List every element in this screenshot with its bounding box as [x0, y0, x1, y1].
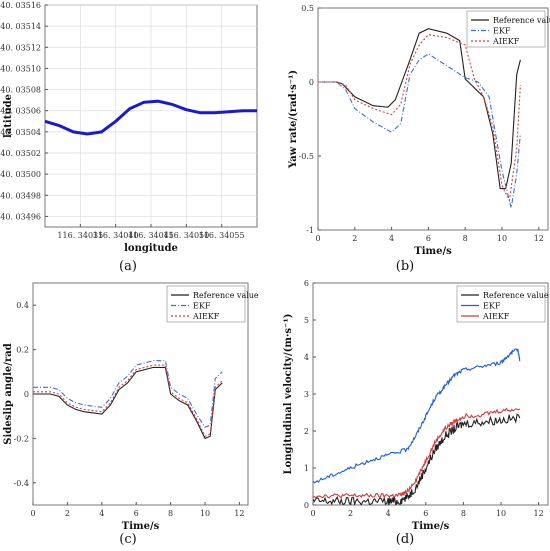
y-tick-label: 0.2 [16, 346, 29, 355]
y-tick-label: 40. 03510 [0, 64, 41, 73]
y-axis-label: Sideslip angle/rad [3, 343, 14, 444]
y-tick-label: -0.5 [299, 152, 314, 161]
series-line-ekf [33, 360, 223, 428]
x-tick-label: 4 [386, 509, 391, 518]
x-tick-label: 116. 34045 [128, 231, 174, 240]
series-line-trajectory [45, 99, 257, 136]
y-tick-label: 0 [304, 501, 309, 510]
series-line-reference-value [318, 28, 521, 190]
y-tick-label: 0 [24, 390, 29, 399]
y-tick-label: -0.2 [14, 434, 29, 443]
legend-label: EKF [493, 27, 511, 36]
series-line-aiekf [33, 364, 223, 437]
x-axis-label: Time/s [414, 246, 452, 257]
y-tick-label: 40. 03514 [0, 22, 41, 31]
y-tick-label: 40. 03496 [0, 212, 41, 221]
y-tick-label: -0.4 [14, 479, 29, 488]
chart-b: 0 2 4 6 8 10 12 -1 -0.5 0 0.5 Time/s Yaw rate/(rad·s… [288, 4, 550, 274]
x-tick-label: 10 [497, 234, 507, 243]
y-tick-label: 3 [304, 390, 309, 399]
y-tick-label: 40. 03512 [0, 43, 41, 52]
x-tick-label: 8 [168, 509, 173, 518]
x-axis-label: longitude [124, 243, 178, 254]
x-tick-label: 12 [234, 509, 244, 518]
x-tick-label: 4 [389, 234, 394, 243]
legend-label: AIEKF [492, 37, 520, 46]
y-tick-label: 1 [304, 464, 309, 473]
x-tick-label: 6 [134, 509, 139, 518]
panel-label: (a) [119, 259, 137, 274]
x-tick-label: 0 [310, 509, 315, 518]
x-tick-label: 0 [315, 234, 320, 243]
x-tick-label: 0 [30, 509, 35, 518]
x-tick-label: 2 [348, 509, 353, 518]
y-tick-label: 2 [304, 427, 309, 436]
x-tick-label: 2 [352, 234, 357, 243]
x-tick-label: 6 [423, 509, 428, 518]
x-tick-label: 12 [534, 234, 544, 243]
x-tick-label: 2 [65, 509, 70, 518]
legend-label: EKF [483, 302, 501, 311]
panel-label: (d) [396, 532, 414, 547]
panel-label: (b) [396, 259, 414, 274]
y-tick-label: 40. 03498 [0, 191, 41, 200]
series-line-ekf [313, 348, 521, 484]
y-tick-label: 40. 03502 [0, 149, 41, 158]
y-tick-label: 40. 03504 [0, 128, 41, 137]
y-tick-label: 40. 03516 [0, 1, 41, 10]
y-axis-label: latitude [3, 94, 14, 138]
x-tick-label: 8 [461, 509, 466, 518]
x-tick-label: 116. 34040 [93, 231, 139, 240]
y-tick-label: 40. 03506 [0, 107, 41, 116]
legend-label: AIEKF [192, 312, 220, 321]
series-line-aiekf [313, 407, 521, 499]
y-tick-label: 0.5 [301, 4, 314, 13]
y-tick-label: 40. 03500 [0, 170, 41, 179]
y-tick-label: 40. 03508 [0, 86, 41, 95]
y-axis-label: Yaw rate/(rad·s⁻¹) [288, 70, 299, 169]
panel-label: (c) [119, 532, 136, 547]
legend-label: AIEKF [482, 312, 510, 321]
legend-label: EKF [193, 302, 211, 311]
series-line-reference-value [33, 366, 223, 440]
x-tick-label: 4 [99, 509, 104, 518]
x-axis-label: Time/s [412, 521, 450, 532]
y-tick-label: 6 [304, 279, 309, 288]
x-tick-label: 116. 34050 [163, 231, 209, 240]
series-line-ekf [318, 53, 521, 208]
y-tick-label: 4 [304, 353, 309, 362]
x-tick-label: 116. 34035 [57, 231, 103, 240]
x-tick-label: 10 [200, 509, 210, 518]
series-line-reference-value [313, 413, 521, 505]
legend-label: Reference value [493, 16, 550, 25]
x-tick-label: 6 [426, 234, 431, 243]
y-axis-label: Longitudinal velocity/(m·s⁻¹) [283, 314, 294, 475]
x-tick-label: 116. 34055 [199, 231, 245, 240]
y-tick-label: 5 [304, 316, 309, 325]
y-tick-label: -1 [306, 226, 314, 235]
legend-label: Reference value [193, 291, 259, 300]
x-tick-label: 10 [496, 509, 506, 518]
x-tick-label: 12 [534, 509, 544, 518]
x-axis-label: Time/s [122, 521, 160, 532]
y-tick-label: 0.4 [16, 301, 29, 310]
series-line-aiekf [318, 34, 521, 203]
x-tick-label: 8 [463, 234, 468, 243]
legend-label: Reference value [483, 291, 549, 300]
y-tick-label: 0 [309, 78, 314, 87]
chart-c: 0 2 4 6 8 10 12 -0.4 -0.2 0 0.2 0.4 Time/s Sideslip a… [3, 282, 259, 547]
